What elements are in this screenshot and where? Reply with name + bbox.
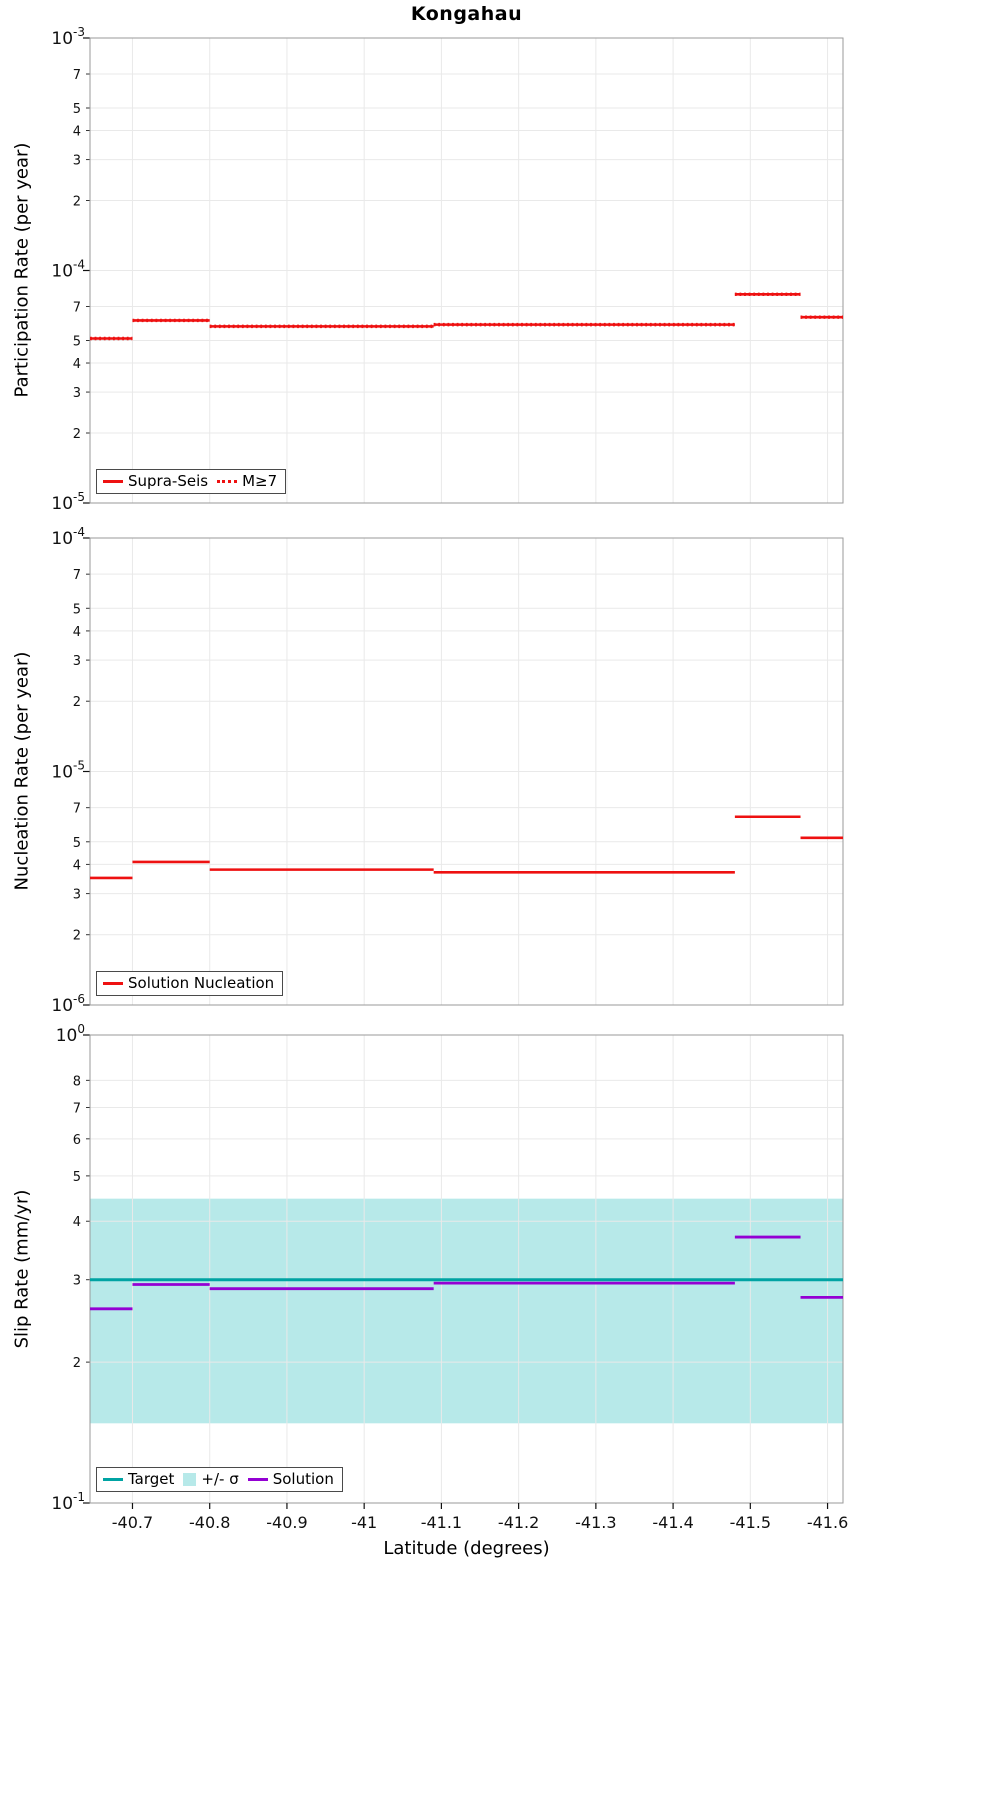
tick-label-y-minor: 3 [73,154,81,169]
legend-label: Solution Nucleation [128,974,275,992]
tick-label-y-minor: 6 [73,1133,81,1148]
legend-participation: Supra-Seis M≥7 [96,469,287,494]
tick-label-x: -41.5 [730,1513,771,1532]
tick-label-y-minor: 5 [73,1170,81,1185]
tick-label-y-minor: 2 [73,695,81,710]
tick-label-y-minor: 5 [73,102,81,117]
legend-slip-rate: Target +/- σ Solution [96,1467,343,1492]
tick-label-y-minor: 5 [73,334,81,349]
legend-label: Solution [272,1470,334,1488]
sigma-band [90,1198,843,1424]
tick-label-y-minor: 3 [73,1274,81,1289]
tick-label-y-minor: 7 [73,68,81,83]
tick-label-x: -41.3 [575,1513,616,1532]
legend-nucleation: Solution Nucleation [96,971,284,996]
legend-item: +/- σ [183,1470,239,1488]
tick-label-y-minor: 3 [73,386,81,401]
tick-label-x: -41.1 [421,1513,462,1532]
plot-border [89,1034,844,1504]
tick-label-y-minor: 7 [73,802,81,817]
tick-label-y-major: 10-6 [51,992,85,1016]
tick-label-y-minor: 2 [73,929,81,944]
tick-label-y-minor: 4 [73,125,81,140]
tick-label-y-minor: 4 [73,625,81,640]
legend-label: M≥7 [242,472,278,490]
legend-line-swatch [217,479,238,483]
tick-label-x: -41 [351,1513,377,1532]
tick-label-x: -40.7 [112,1513,153,1532]
tick-label-y-major: 10-5 [51,490,85,514]
tick-label-x: -41.4 [652,1513,693,1532]
tick-label-y-major: 10-4 [51,525,85,549]
tick-label-y-minor: 3 [73,888,81,903]
tick-label-y-minor: 8 [73,1074,81,1089]
tick-label-y-major: 100 [56,1022,85,1046]
tick-label-y-minor: 2 [73,195,81,210]
tick-label-x: -40.8 [189,1513,230,1532]
legend-label: Supra-Seis [128,472,209,490]
tick-label-x: -41.2 [498,1513,539,1532]
legend-item: M≥7 [217,472,277,490]
plot-border [89,537,844,1006]
tick-label-y-minor: 7 [73,1101,81,1116]
tick-label-x: -40.9 [266,1513,307,1532]
legend-line-swatch [247,1477,268,1481]
legend-line-swatch [103,1477,123,1481]
tick-label-y-minor: 4 [73,858,81,873]
tick-label-y-minor: 5 [73,836,81,851]
tick-label-y-major: 10-1 [51,1490,85,1514]
xlabel-latitude: Latitude (degrees) [383,1538,550,1559]
tick-label-y-major: 10-3 [51,25,85,49]
tick-label-y-major: 10-4 [51,258,85,282]
tick-label-y-minor: 5 [73,602,81,617]
legend-item: Supra-Seis [103,472,208,490]
tick-label-y-minor: 4 [73,1215,81,1230]
page-title: Kongahau [410,3,523,25]
tick-label-y-minor: 4 [73,357,81,372]
tick-label-y-minor: 7 [73,301,81,316]
legend-line-swatch [103,479,123,483]
plot-border [89,37,844,504]
legend-item: Target [103,1470,174,1488]
legend-label: Target [128,1470,175,1488]
tick-label-x: -41.6 [807,1513,848,1532]
tick-label-y-minor: 2 [73,1356,81,1371]
legend-item: Solution Nucleation [103,974,274,992]
tick-label-y-major: 10-5 [51,759,85,783]
legend-item: Solution [247,1470,334,1488]
tick-label-y-minor: 3 [73,654,81,669]
legend-line-swatch [103,981,123,985]
tick-label-y-minor: 7 [73,568,81,583]
tick-label-y-minor: 2 [73,427,81,442]
legend-patch-swatch [183,1472,197,1486]
legend-label: +/- σ [201,1470,239,1488]
